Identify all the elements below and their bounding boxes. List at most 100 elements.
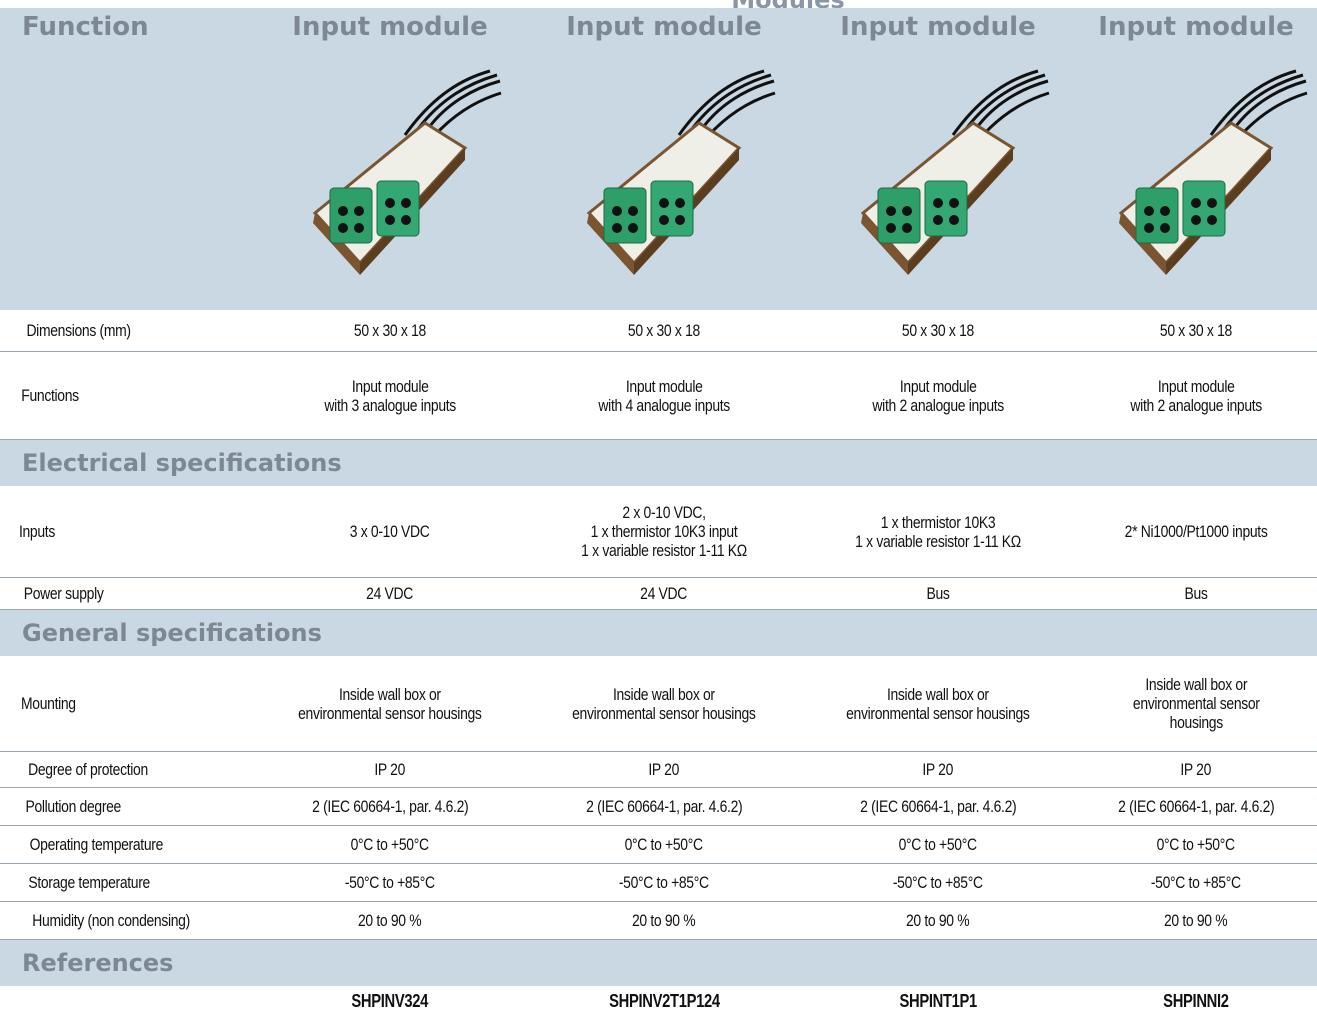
section-row: Electrical specifications — [0, 440, 1317, 486]
spec-value: -50°C to +85°C — [527, 864, 801, 901]
row-label: Power supply — [0, 578, 268, 609]
row-label-text: Storage temperature — [28, 873, 150, 892]
spec-value: 20 to 90 % — [1075, 902, 1317, 939]
spec-value-text: IP 20 — [922, 760, 954, 779]
spec-value-text: 2 (IEC 60664-1, par. 4.6.2) — [1117, 797, 1275, 816]
spec-value-text: 50 x 30 x 18 — [627, 321, 701, 340]
product-cell — [253, 46, 527, 310]
spec-value-text: 20 to 90 % — [632, 911, 696, 930]
column-header: Input module — [566, 12, 762, 42]
spec-value-text: Input module with 2 analogue inputs — [1130, 376, 1262, 415]
row-label-text: Inputs — [18, 522, 55, 541]
spec-value: Bus — [1075, 578, 1317, 609]
reference-code-text: SHPINV324 — [351, 990, 429, 1011]
spec-value-text: 2* Ni1000/Pt1000 inputs — [1124, 522, 1268, 541]
spec-value: 0°C to +50°C — [1075, 826, 1317, 863]
spec-value: 50 x 30 x 18 — [801, 310, 1075, 351]
image-row — [0, 46, 1317, 310]
spec-value: 2 x 0-10 VDC, 1 x thermistor 10K3 input … — [527, 486, 801, 577]
row-label: Pollution degree — [0, 788, 268, 825]
section-title: Electrical specifications — [22, 449, 342, 477]
spec-value: Input module with 3 analogue inputs — [253, 352, 527, 439]
spec-row: Pollution degree 2 (IEC 60664-1, par. 4.6… — [0, 788, 1317, 826]
spec-value-text: 0°C to +50°C — [350, 835, 430, 854]
spec-value: 20 to 90 % — [801, 902, 1075, 939]
column-header: Input module — [840, 12, 1036, 42]
spec-value-text: IP 20 — [374, 760, 406, 779]
spec-value: 0°C to +50°C — [801, 826, 1075, 863]
reference-code: SHPINT1P1 — [801, 986, 1075, 1016]
reference-code-text: SHPINV2T1P124 — [608, 990, 720, 1011]
spec-row: Dimensions (mm) 50 x 30 x 18 50 x 30 x 18 5… — [0, 310, 1317, 352]
spec-value-text: 50 x 30 x 18 — [353, 321, 427, 340]
spec-value: Inside wall box or environmental sensor … — [527, 656, 801, 751]
row-label: Storage temperature — [0, 864, 268, 901]
spec-value: -50°C to +85°C — [801, 864, 1075, 901]
spec-value-text: 2 (IEC 60664-1, par. 4.6.2) — [311, 797, 469, 816]
spec-value: -50°C to +85°C — [253, 864, 527, 901]
spec-value-text: 20 to 90 % — [358, 911, 422, 930]
spec-value: 50 x 30 x 18 — [527, 310, 801, 351]
spec-value: Input module with 4 analogue inputs — [527, 352, 801, 439]
reference-code: SHPINNI2 — [1075, 986, 1317, 1016]
header-row: Function Input module Input module Input mo… — [0, 8, 1317, 46]
spec-value-text: 2 (IEC 60664-1, par. 4.6.2) — [585, 797, 743, 816]
spec-value: IP 20 — [801, 752, 1075, 787]
spec-value-text: -50°C to +85°C — [345, 873, 435, 892]
spec-value: 50 x 30 x 18 — [253, 310, 527, 351]
row-label: Operating temperature — [0, 826, 268, 863]
spec-value: Inside wall box or environmental sensor … — [801, 656, 1075, 751]
spec-value-text: Inside wall box or environmental sensor … — [846, 684, 1030, 723]
spec-value: 24 VDC — [527, 578, 801, 609]
column-header: Function — [22, 12, 149, 42]
spec-value-text: 20 to 90 % — [906, 911, 970, 930]
spec-value: Input module with 2 analogue inputs — [1075, 352, 1317, 439]
reference-code-text: SHPINT1P1 — [899, 990, 977, 1011]
row-label-text: Humidity (non condensing) — [32, 911, 190, 930]
row-label-text: Functions — [21, 386, 79, 405]
spec-value-text: -50°C to +85°C — [1151, 873, 1241, 892]
row-label-text: Pollution degree — [25, 797, 121, 816]
spec-value-text: 2 (IEC 60664-1, par. 4.6.2) — [859, 797, 1017, 816]
row-label-text: Dimensions (mm) — [26, 321, 131, 340]
row-label: Mounting — [0, 656, 268, 751]
spec-value-text: Inside wall box or environmental sensor … — [298, 684, 482, 723]
spec-value-text: 24 VDC — [640, 584, 688, 603]
spec-row: Inputs 3 x 0-10 VDC 2 x 0-10 VDC, 1 x ther… — [0, 486, 1317, 578]
product-cell — [527, 46, 801, 310]
spec-value: Bus — [801, 578, 1075, 609]
row-label: Dimensions (mm) — [0, 310, 268, 351]
spec-value: 1 x thermistor 10K3 1 x variable resisto… — [801, 486, 1075, 577]
spec-value: Input module with 2 analogue inputs — [801, 352, 1075, 439]
reference-code-text: SHPINNI2 — [1163, 990, 1229, 1011]
row-label-text: Mounting — [21, 694, 76, 713]
spec-value-text: IP 20 — [648, 760, 680, 779]
spec-value-text: Input module with 3 analogue inputs — [324, 376, 456, 415]
spec-value: 2 (IEC 60664-1, par. 4.6.2) — [801, 788, 1075, 825]
spec-value-text: IP 20 — [1180, 760, 1212, 779]
row-label: Inputs — [0, 486, 268, 577]
column-header: Input module — [1098, 12, 1294, 42]
spec-value-text: Inside wall box or environmental sensor … — [1132, 675, 1260, 732]
spec-value: 2* Ni1000/Pt1000 inputs — [1075, 486, 1317, 577]
spec-value-text: 0°C to +50°C — [898, 835, 978, 854]
product-cell — [1075, 46, 1317, 310]
spec-value-text: 24 VDC — [366, 584, 414, 603]
spec-value-text: 0°C to +50°C — [1156, 835, 1236, 854]
spec-value: Inside wall box or environmental sensor … — [1075, 656, 1317, 751]
product-photo — [1118, 69, 1308, 275]
row-label-text: Degree of protection — [28, 760, 148, 779]
spec-value: IP 20 — [1075, 752, 1317, 787]
spec-row: Degree of protection IP 20 IP 20 IP 20 IP 20 — [0, 752, 1317, 788]
spec-value: -50°C to +85°C — [1075, 864, 1317, 901]
spec-value-text: 20 to 90 % — [1164, 911, 1228, 930]
spec-value-text: -50°C to +85°C — [619, 873, 709, 892]
spec-value: 3 x 0-10 VDC — [253, 486, 527, 577]
reference-code: SHPINV324 — [253, 986, 527, 1016]
product-photo — [312, 69, 502, 275]
reference-row: SHPINV324 SHPINV2T1P124 SHPINT1P1 SHPINNI2 — [0, 986, 1317, 1016]
spec-row: Humidity (non condensing) 20 to 90 % 20 to… — [0, 902, 1317, 940]
row-label: Functions — [0, 352, 268, 439]
spec-value: 20 to 90 % — [253, 902, 527, 939]
